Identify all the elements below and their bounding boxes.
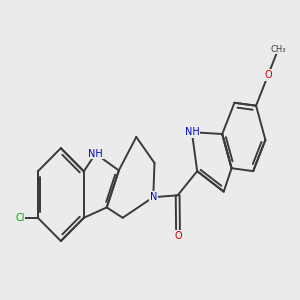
Text: O: O bbox=[264, 70, 272, 80]
Text: O: O bbox=[174, 231, 182, 241]
Text: NH: NH bbox=[88, 149, 103, 159]
Text: N: N bbox=[150, 192, 157, 202]
Text: Cl: Cl bbox=[15, 213, 25, 223]
Text: NH: NH bbox=[184, 127, 199, 137]
Text: CH₃: CH₃ bbox=[271, 44, 286, 53]
